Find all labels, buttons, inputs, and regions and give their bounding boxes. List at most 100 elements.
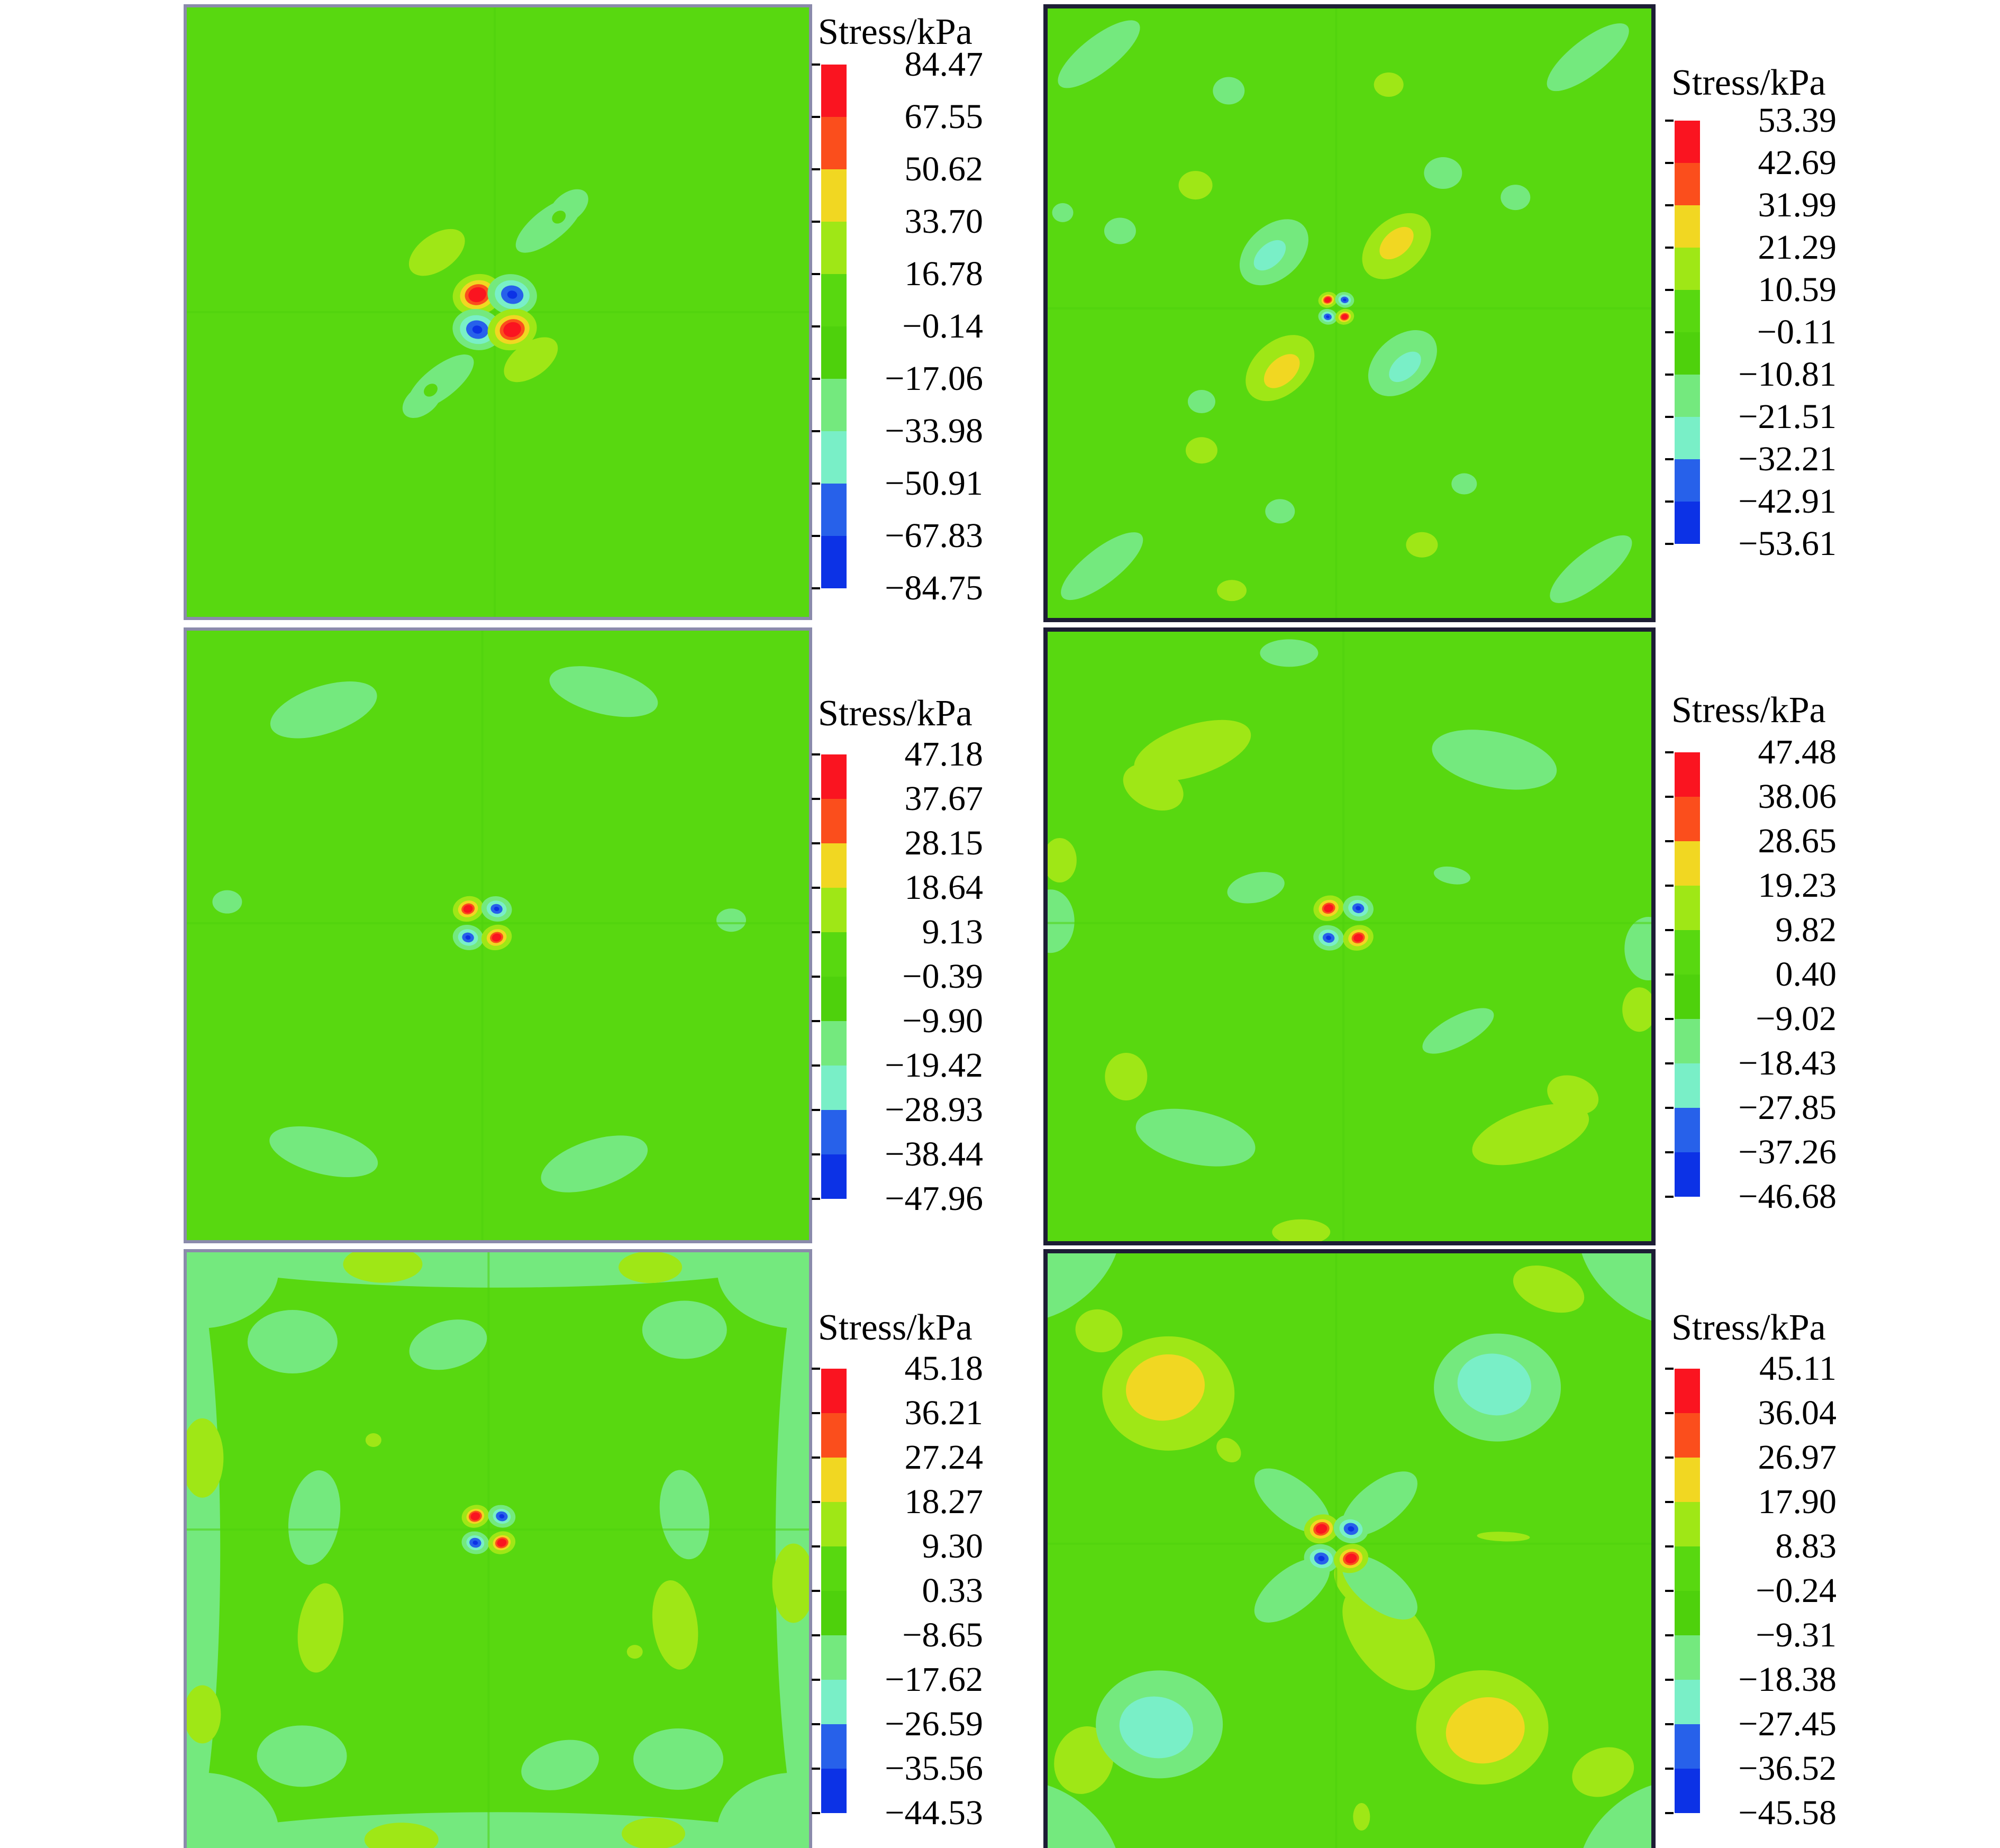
contour-blob	[504, 337, 558, 383]
contour-blob	[716, 908, 746, 932]
legend-color-band	[1675, 1546, 1700, 1591]
legend-title: Stress/kPa	[818, 1307, 972, 1348]
legend-tick-label: −35.56	[885, 1749, 983, 1788]
contour-blob	[1253, 240, 1286, 271]
legend-colorbar	[821, 1369, 847, 1813]
legend-tick-label: 16.78	[904, 254, 984, 293]
quadrupole-lobe-positive	[1353, 934, 1363, 942]
contour-blob	[1254, 1468, 1330, 1533]
legend-tick-label: 45.11	[1759, 1349, 1837, 1388]
legend-tick-label: 47.48	[1758, 733, 1837, 771]
legend-tick-mark	[812, 430, 820, 432]
contour-blob	[187, 1685, 221, 1744]
legend-tick-mark	[812, 1768, 820, 1770]
legend-color-band	[821, 1591, 847, 1635]
contour-blob	[364, 1823, 439, 1848]
legend-colorbar	[821, 65, 847, 588]
legend-tick-label: 50.62	[904, 150, 984, 188]
legend-color-band	[1675, 1458, 1700, 1502]
legend-tick-mark	[1665, 1634, 1674, 1636]
contour-blob	[257, 1725, 347, 1787]
quadrupole-lobe-positive	[1341, 314, 1348, 320]
legend-tick-mark	[1665, 1812, 1674, 1814]
contour-blob	[288, 1470, 341, 1565]
legend-tick-label: 9.30	[922, 1527, 984, 1565]
legend-tick-label: 28.15	[904, 824, 984, 862]
legend-tick-label: −33.98	[885, 412, 983, 450]
legend-tick-mark	[812, 587, 820, 589]
legend-tick-mark	[1665, 1545, 1674, 1547]
contour-blob	[1135, 1108, 1256, 1167]
contour-plot	[184, 627, 812, 1243]
legend-tick-label: −38.44	[885, 1135, 983, 1173]
color-legend: Stress/kPa 45.11 36.04 26.97 17.90 8.83 −0.24 −…	[1665, 1249, 1849, 1845]
legend-tick-mark	[1665, 500, 1674, 503]
legend-tick-mark	[1665, 204, 1674, 206]
legend-tick-label: −17.62	[885, 1660, 983, 1699]
legend-tick-mark	[812, 535, 820, 537]
legend-color-band	[821, 326, 847, 379]
legend-tick-label: −21.51	[1738, 397, 1837, 436]
legend-color-band	[821, 888, 847, 932]
contour-blob	[1227, 872, 1285, 904]
legend-color-band	[1675, 375, 1700, 417]
contour-blob	[1265, 499, 1295, 524]
legend-color-band	[1675, 930, 1700, 975]
contour-blob	[659, 1470, 710, 1560]
legend-tick-mark	[1665, 929, 1674, 931]
contour-blob	[424, 384, 438, 397]
contour-blob	[1213, 77, 1245, 105]
contour-blob	[1578, 1253, 1651, 1325]
contour-blob	[247, 1310, 338, 1374]
legend-color-band	[821, 169, 847, 222]
mesh-seam-horizontal	[187, 311, 809, 313]
legend-color-band	[1675, 248, 1700, 290]
legend-tick-mark	[812, 1153, 820, 1155]
legend-tick-mark	[1665, 543, 1674, 545]
legend-color-band	[1675, 1019, 1700, 1063]
legend-tick-label: −0.39	[902, 957, 983, 996]
legend-tick-label: 28.65	[1758, 822, 1837, 860]
legend-tick-mark	[812, 1634, 820, 1636]
legend-tick-label: −45.58	[1738, 1794, 1837, 1832]
contour-blob	[1433, 866, 1471, 885]
legend-color-band	[1675, 205, 1700, 248]
mesh-seam-vertical	[1335, 8, 1338, 618]
contour-blob	[1052, 203, 1074, 222]
legend-color-band	[821, 379, 847, 431]
legend-tick-mark	[812, 1456, 820, 1459]
legend-tick-label: −19.42	[885, 1046, 983, 1085]
legend-tick-mark	[1665, 1018, 1674, 1020]
legend-color-band	[821, 1546, 847, 1591]
contour-blob	[1406, 532, 1438, 558]
legend-color-band	[1675, 886, 1700, 930]
legend-color-band	[821, 117, 847, 169]
legend-tick-mark	[1665, 973, 1674, 976]
legend-tick-mark	[812, 483, 820, 485]
legend-tick-label: −28.93	[885, 1090, 983, 1129]
legend-tick-mark	[1665, 331, 1674, 333]
legend-color-band	[1675, 797, 1700, 841]
legend-tick-mark	[1665, 885, 1674, 887]
contour-blob	[1104, 217, 1136, 244]
legend-tick-label: 18.64	[904, 868, 984, 907]
legend-tick-mark	[812, 842, 820, 844]
legend-tick-mark	[1665, 162, 1674, 164]
contour-blob	[1126, 1354, 1205, 1421]
contour-blob	[1217, 580, 1247, 602]
legend-colorbar	[1675, 121, 1700, 544]
contour-blob	[1048, 1781, 1121, 1848]
color-legend: Stress/kPa 45.18 36.21 27.24 18.27 9.30 0.33 −8…	[812, 1249, 996, 1845]
legend-tick-label: −0.24	[1756, 1571, 1837, 1610]
legend-tick-label: −26.59	[885, 1705, 983, 1743]
legend-title: Stress/kPa	[1671, 690, 1826, 731]
quadrupole-lobe-positive	[470, 1512, 480, 1521]
quadrupole-lobe-positive	[463, 905, 473, 913]
legend-tick-label: 0.33	[922, 1571, 984, 1610]
legend-color-band	[1675, 1369, 1700, 1413]
legend-tick-label: −27.45	[1738, 1705, 1837, 1743]
contour-blob	[633, 1728, 724, 1790]
legend-tick-mark	[812, 1679, 820, 1681]
legend-tick-mark	[812, 1109, 820, 1111]
color-legend: Stress/kPa 53.39 42.69 31.99 21.29 10.59 −0.11…	[1665, 4, 1849, 614]
